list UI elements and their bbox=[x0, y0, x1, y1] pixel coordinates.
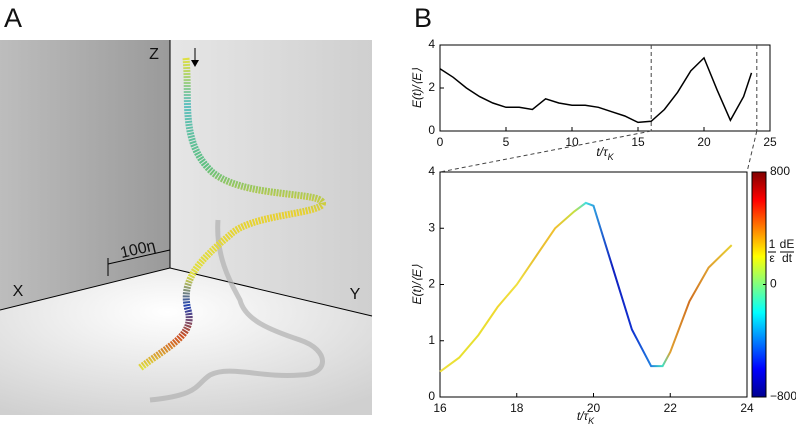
x-tick-label: 5 bbox=[503, 135, 510, 149]
zoom-connector bbox=[746, 130, 758, 173]
axis-label: X bbox=[13, 283, 24, 300]
x-axis-label-text: t/τ bbox=[577, 409, 590, 423]
colorbar-tick-label: −800 bbox=[770, 389, 796, 403]
y-tick-label: 0 bbox=[428, 389, 435, 403]
panel-label: B bbox=[414, 3, 432, 33]
x-tick-label: 24 bbox=[740, 401, 754, 415]
y-tick-label: 4 bbox=[428, 37, 435, 51]
x-axis-label: t/τK bbox=[596, 145, 614, 162]
y-tick-label: 1 bbox=[428, 333, 435, 347]
scene bbox=[0, 40, 373, 415]
x-tick-label: 22 bbox=[664, 401, 678, 415]
x-tick-label: 15 bbox=[631, 135, 645, 149]
y-axis-label: E(t)/⟨E⟩ bbox=[410, 264, 424, 304]
y-axis-label: E(t)/⟨E⟩ bbox=[410, 68, 424, 108]
colorbar-tick-label: 0 bbox=[770, 277, 777, 291]
x-axis-label-subscript: K bbox=[608, 152, 615, 162]
x-axis-label-subscript: K bbox=[588, 416, 595, 426]
data-line bbox=[439, 201, 733, 373]
colorbar-label: dE bbox=[780, 237, 795, 251]
colorbar-label: ε bbox=[769, 251, 775, 265]
x-tick-label: 25 bbox=[763, 135, 777, 149]
panel-label: A bbox=[4, 3, 22, 33]
colorbar-tick-label: 800 bbox=[770, 164, 790, 178]
x-tick-label: 20 bbox=[587, 401, 601, 415]
y-tick-label: 2 bbox=[428, 277, 435, 291]
colorbar-label: 1 bbox=[769, 237, 776, 251]
x-tick-label: 20 bbox=[697, 135, 711, 149]
x-axis-label: t/τK bbox=[577, 409, 595, 426]
y-tick-label: 3 bbox=[428, 220, 435, 234]
x-tick-label: 16 bbox=[433, 401, 447, 415]
colorbar-label: dt bbox=[782, 251, 793, 265]
x-axis-label-text: t/τ bbox=[596, 145, 609, 159]
y-tick-label: 2 bbox=[428, 80, 435, 94]
y-tick-label: 0 bbox=[428, 123, 435, 137]
plot-frame bbox=[439, 44, 771, 132]
data-line bbox=[439, 56, 753, 124]
x-tick-label: 18 bbox=[510, 401, 524, 415]
zoom-connector bbox=[439, 130, 652, 173]
y-tick-label: 4 bbox=[428, 164, 435, 178]
x-tick-label: 0 bbox=[437, 135, 444, 149]
axis-label: Z bbox=[149, 46, 159, 63]
axis-label: Y bbox=[350, 286, 361, 303]
